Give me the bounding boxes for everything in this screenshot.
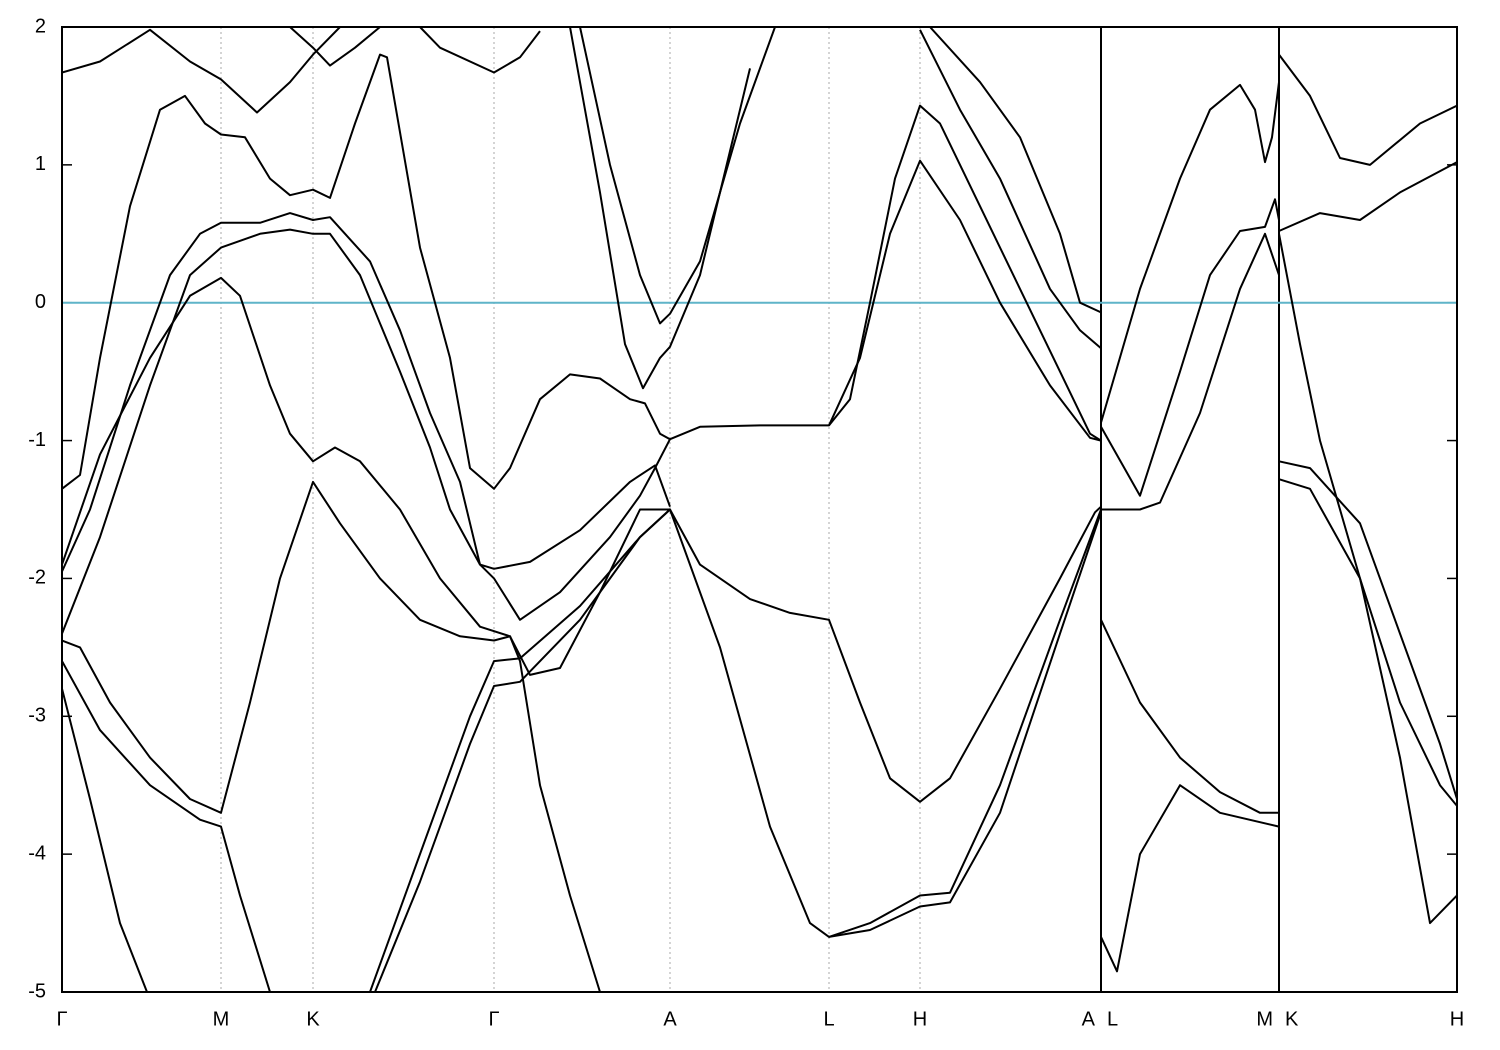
y-tick-label: -3 — [28, 705, 46, 727]
plot-frame — [61, 26, 1458, 993]
band — [419, 27, 541, 74]
band — [62, 27, 341, 114]
x-tick-label: M — [213, 1008, 230, 1030]
x-tick-label: L — [823, 1008, 834, 1030]
y-tick-label: 1 — [35, 153, 46, 175]
band — [1278, 53, 1457, 166]
band — [569, 27, 751, 390]
band — [929, 27, 1102, 314]
x-tick-label: M — [1256, 1008, 1273, 1030]
band — [1278, 233, 1457, 925]
band — [579, 27, 776, 325]
band — [62, 660, 271, 992]
band — [1100, 81, 1280, 423]
y-tick-label: -5 — [28, 980, 46, 1002]
band — [1101, 232, 1280, 511]
band — [62, 212, 671, 621]
y-tick-label: -4 — [28, 842, 46, 864]
band — [289, 27, 381, 67]
band — [62, 276, 670, 676]
band — [1278, 460, 1457, 800]
x-tick-label: H — [1450, 1008, 1464, 1030]
x-tick-label: H — [913, 1008, 927, 1030]
band — [1100, 619, 1279, 814]
x-tick-label: K — [1285, 1008, 1299, 1030]
x-tick-label: A — [663, 1008, 677, 1030]
band — [828, 511, 1102, 938]
band — [919, 29, 1102, 349]
band — [62, 228, 671, 634]
band — [62, 480, 601, 992]
band — [62, 53, 1102, 490]
x-tick-label: K — [306, 1008, 320, 1030]
band — [1100, 784, 1280, 973]
band — [828, 159, 1102, 442]
band — [62, 688, 148, 992]
band — [374, 508, 1102, 992]
x-tick-label: Γ — [488, 1008, 499, 1030]
band — [1278, 161, 1457, 232]
x-tick-label: Γ — [56, 1008, 67, 1030]
y-tick-label: -1 — [28, 429, 46, 451]
band — [1100, 198, 1280, 497]
band — [369, 505, 1102, 992]
y-tick-label: -2 — [28, 567, 46, 589]
y-tick-label: 0 — [35, 291, 46, 313]
x-tick-label: A — [1082, 1008, 1096, 1030]
y-tick-label: 2 — [35, 15, 46, 37]
band — [1278, 478, 1457, 807]
x-tick-label: L — [1107, 1008, 1118, 1030]
